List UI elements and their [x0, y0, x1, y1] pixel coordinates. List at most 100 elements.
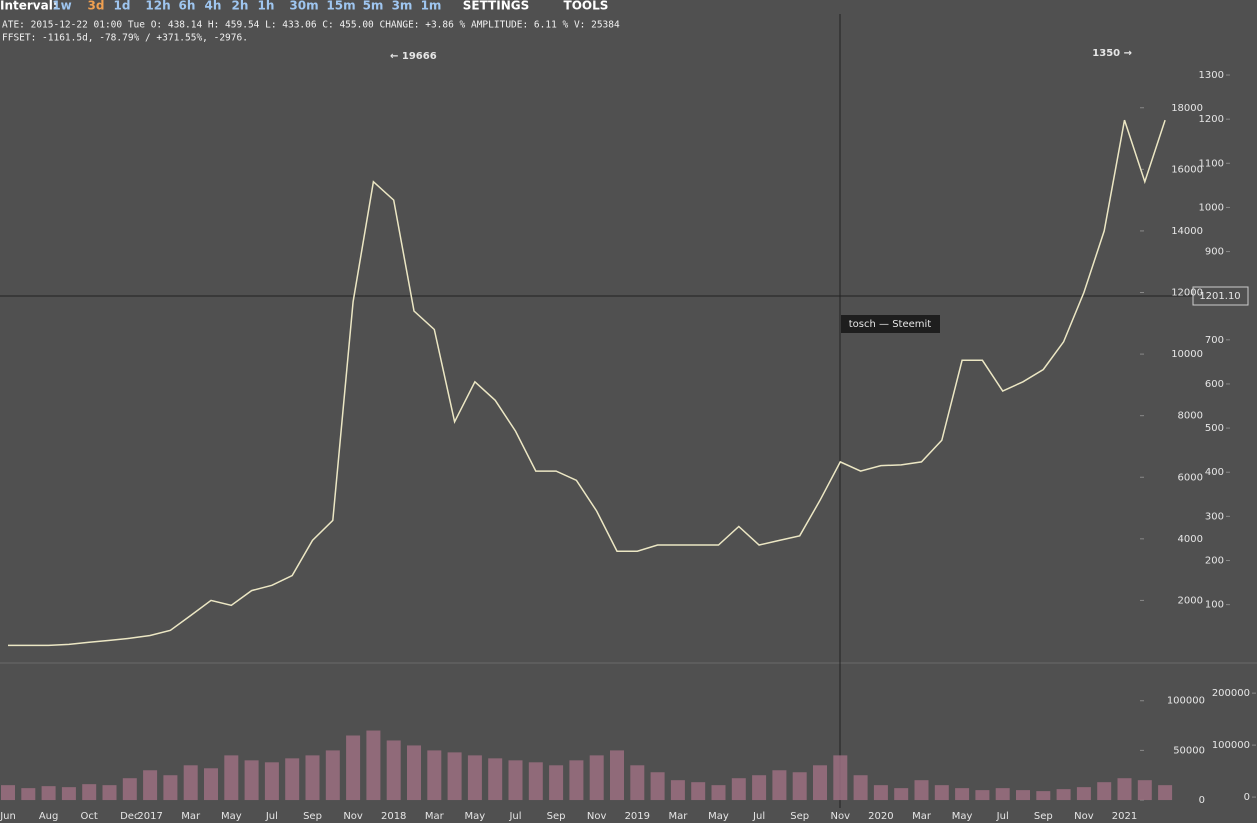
info-line: ATE: 2015-12-22 01:00 Tue O: 438.14 H: 4… [2, 20, 620, 31]
menu-button[interactable]: TOOLS [564, 0, 609, 13]
x-tick-label: May [221, 811, 242, 822]
x-tick-label: Nov [343, 811, 363, 822]
tooltip-box [841, 315, 940, 333]
interval-button[interactable]: 30m [289, 0, 318, 13]
x-tick-label: Nov [587, 811, 607, 822]
annotation: ← 19666 [390, 51, 437, 62]
volume-bar [610, 750, 624, 801]
y-tick-label: 0 [1199, 795, 1205, 806]
x-tick-label: May [708, 811, 729, 822]
x-tick-label: 2020 [868, 811, 893, 822]
x-tick-label: Nov [1074, 811, 1094, 822]
volume-bar [467, 755, 482, 801]
volume-bar [122, 778, 137, 801]
x-tick-label: 2018 [381, 811, 406, 822]
y2-tick-label: 1100 [1199, 158, 1224, 169]
x-tick-label: Jul [265, 811, 278, 822]
volume-bar [41, 786, 56, 801]
volume-bar [305, 755, 320, 801]
interval-button[interactable]: 4h [205, 0, 222, 13]
volume-bar [650, 772, 665, 801]
x-tick-label: May [465, 811, 486, 822]
volume-bar [691, 782, 706, 801]
interval-button[interactable]: 1m [421, 0, 442, 13]
y-tick-label: 16000 [1171, 164, 1203, 175]
annotation: 1350 → [1092, 48, 1132, 59]
volume-bar [386, 740, 401, 801]
volume-bar [711, 785, 726, 801]
y2-tick-label: 600 [1205, 379, 1224, 390]
interval-button[interactable]: 6h [179, 0, 196, 13]
y-tick-label: 2000 [1178, 595, 1203, 606]
x-tick-label: Sep [303, 811, 322, 822]
x-tick-label: Jun [0, 811, 16, 822]
volume-bar [183, 765, 198, 801]
volume-bar [346, 735, 361, 801]
y-tick-label: 12000 [1171, 288, 1203, 299]
volume-bar [1097, 782, 1112, 801]
volume-bar [1137, 780, 1152, 801]
menu-button[interactable]: SETTINGS [463, 0, 530, 13]
volume-bar [1016, 790, 1030, 801]
volume-bar [549, 765, 564, 801]
interval-button[interactable]: 15m [326, 0, 355, 13]
interval-button[interactable]: 3d [88, 0, 105, 13]
x-tick-label: Sep [1034, 811, 1053, 822]
price-line [8, 119, 1166, 647]
x-tick-label: Jul [996, 811, 1009, 822]
volume-bar [955, 788, 970, 801]
y-tick-label: 4000 [1178, 534, 1203, 545]
volume-bar [143, 770, 158, 801]
y2-tick-label: 400 [1205, 467, 1224, 478]
volume-bar [508, 760, 523, 801]
interval-button[interactable]: 12h [145, 0, 170, 13]
y2-tick-label: 100000 [1212, 740, 1250, 751]
volume-bar [1158, 785, 1173, 801]
y2-tick-label: 0 [1244, 792, 1250, 803]
y-tick-label: 50000 [1173, 745, 1205, 756]
x-tick-label: Dec [120, 811, 139, 822]
volume-bar [1, 785, 15, 801]
volume-bar [975, 790, 990, 801]
volume-bar [163, 775, 178, 801]
x-tick-label: 2017 [137, 811, 162, 822]
x-tick-label: Sep [547, 811, 566, 822]
crosshair-label: 1201.10 [1199, 291, 1240, 302]
volume-bar [21, 788, 36, 801]
volume-bar [244, 760, 259, 801]
x-tick-label: Jul [508, 811, 521, 822]
volume-bar [447, 752, 462, 801]
y-tick-label: 8000 [1178, 411, 1203, 422]
volume-bar [995, 788, 1010, 801]
volume-bar [325, 750, 340, 801]
volume-bar [285, 758, 300, 801]
y2-tick-label: 100 [1205, 600, 1224, 611]
volume-bar [102, 785, 117, 801]
volume-bar [752, 775, 767, 801]
volume-bar [630, 765, 645, 801]
volume-bar [61, 787, 76, 801]
volume-bar [1036, 791, 1051, 801]
interval-label: Interval: [0, 0, 58, 13]
volume-bar [731, 778, 746, 801]
y2-tick-label: 200000 [1212, 688, 1250, 699]
volume-bar [873, 785, 888, 801]
interval-button[interactable]: 5m [363, 0, 384, 13]
x-tick-label: 2021 [1112, 811, 1137, 822]
volume-bar [407, 745, 421, 801]
interval-button[interactable]: 2h [232, 0, 249, 13]
y2-tick-label: 1000 [1199, 202, 1224, 213]
interval-button[interactable]: 1w [52, 0, 71, 13]
interval-button[interactable]: 1d [114, 0, 131, 13]
volume-bar [224, 755, 239, 801]
x-tick-label: Sep [790, 811, 809, 822]
interval-button[interactable]: 1h [258, 0, 275, 13]
y2-tick-label: 1200 [1199, 114, 1224, 125]
volume-bar [528, 762, 543, 801]
info-line: FFSET: -1161.5d, -78.79% / +371.55%, -29… [2, 33, 248, 44]
interval-button[interactable]: 3m [392, 0, 413, 13]
y2-tick-label: 700 [1205, 335, 1224, 346]
y2-tick-label: 300 [1205, 511, 1224, 522]
